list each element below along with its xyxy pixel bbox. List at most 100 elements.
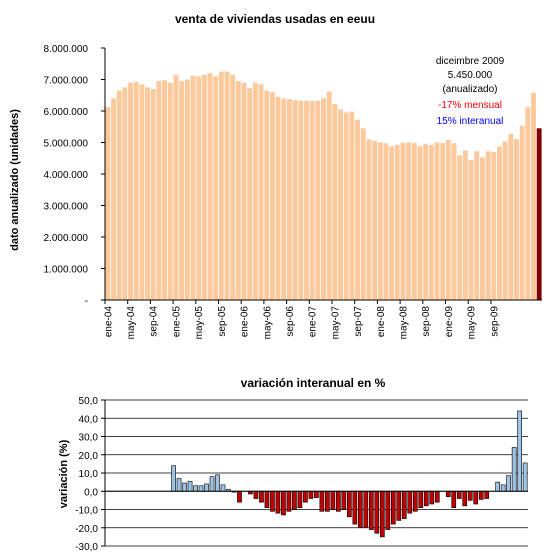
chart1-bar bbox=[201, 74, 207, 301]
chart1-bar bbox=[111, 98, 116, 301]
chart2-bar bbox=[506, 475, 512, 492]
chart2-bar bbox=[401, 490, 407, 519]
chart1-bar bbox=[349, 111, 355, 300]
chart1-bar bbox=[451, 143, 457, 300]
chart2-bar bbox=[500, 484, 506, 492]
chart1-bar bbox=[116, 90, 122, 301]
chart1-bar bbox=[372, 140, 378, 300]
chart1-bar bbox=[235, 81, 241, 300]
chart1-bar bbox=[230, 74, 236, 301]
chart1-x-tick-label: sep-09 bbox=[489, 306, 500, 337]
chart2-bar bbox=[467, 490, 473, 501]
chart1-bar bbox=[440, 143, 446, 300]
annotation-monthly: -17% mensual bbox=[438, 100, 502, 111]
chart2-bar bbox=[171, 465, 176, 492]
chart1-y-tick-label: 8.000.000 bbox=[44, 44, 89, 55]
chart1-bar bbox=[366, 139, 372, 300]
chart1-bar bbox=[128, 82, 133, 301]
chart1-bar bbox=[394, 144, 400, 300]
chart2-bar bbox=[434, 490, 440, 503]
chart2-bar bbox=[209, 476, 215, 492]
chart1-bar bbox=[133, 82, 139, 301]
chart1-x-tick-label: sep-05 bbox=[217, 306, 228, 337]
chart2-bar bbox=[297, 490, 303, 508]
chart1-x-tick-label: ene-08 bbox=[376, 306, 387, 338]
chart1-bar bbox=[468, 159, 474, 300]
chart2-bar bbox=[396, 490, 402, 521]
chart2-axes bbox=[101, 399, 528, 547]
chart2-bar bbox=[390, 490, 396, 525]
chart1-bar bbox=[326, 91, 332, 300]
chart1-bar bbox=[343, 112, 349, 300]
chart2-y-tick-label: 0,0 bbox=[84, 487, 98, 498]
chart1-bar bbox=[213, 76, 219, 300]
chart2-bar bbox=[187, 480, 193, 492]
chart1-bar bbox=[411, 143, 417, 300]
chart2-bar bbox=[275, 490, 281, 514]
chart1-x-tick-label: may-07 bbox=[330, 306, 341, 340]
chart1-bar bbox=[304, 100, 309, 300]
chart2-bar bbox=[418, 490, 424, 508]
chart2-bar bbox=[215, 474, 220, 492]
chart1-x-tick-label: may-05 bbox=[194, 306, 205, 340]
chart2-y-tick-label: 10,0 bbox=[79, 469, 99, 480]
chart1-bar bbox=[190, 75, 196, 300]
chart1-bar bbox=[218, 71, 224, 301]
chart1-bar bbox=[497, 146, 502, 300]
chart1-x-tick-label: ene-07 bbox=[308, 306, 319, 338]
chart2-bar bbox=[319, 490, 325, 512]
chart2-bar bbox=[198, 485, 204, 492]
chart1-bar bbox=[252, 82, 258, 301]
chart1-bar bbox=[173, 74, 179, 301]
chart2-bar bbox=[176, 478, 182, 492]
chart1-y-tick-label: 4.000.000 bbox=[44, 170, 89, 181]
chart1-x-tick-label: ene-04 bbox=[103, 306, 114, 338]
chart1-bar bbox=[536, 128, 542, 300]
chart1-y-tick-label: 6.000.000 bbox=[44, 107, 89, 118]
chart1-bar bbox=[264, 90, 270, 301]
chart1-bar bbox=[269, 92, 275, 300]
chart2-bar bbox=[314, 490, 319, 498]
chart1-bar bbox=[281, 98, 287, 301]
chart2-bar bbox=[445, 490, 451, 498]
chart1-bar bbox=[360, 128, 366, 300]
chart2-bar bbox=[204, 483, 209, 492]
chart1-bar bbox=[315, 100, 321, 300]
chart1-bar bbox=[156, 81, 162, 300]
chart2-y-tick-label: 30,0 bbox=[79, 433, 99, 444]
chart1-bar bbox=[445, 139, 451, 300]
chart2-bar bbox=[270, 490, 275, 512]
chart1-bar bbox=[383, 143, 389, 300]
chart2-bar bbox=[325, 490, 330, 512]
chart1-bar bbox=[122, 87, 128, 301]
chart1-bar bbox=[355, 119, 360, 300]
chart2-bar bbox=[182, 482, 187, 492]
chart1-bar bbox=[258, 84, 264, 300]
chart1-x-tick-label: sep-04 bbox=[149, 306, 160, 337]
chart2-bar bbox=[303, 490, 308, 503]
chart1-x-tick-label: may-06 bbox=[262, 306, 273, 340]
chart2-bar bbox=[451, 490, 457, 508]
chart2-bar bbox=[484, 490, 490, 499]
chart1-bar bbox=[417, 146, 423, 300]
chart2-y-ticks: -30,0 -20,0 -10,0 0,0 10,0 20,0 30,0 40,0 50,0 bbox=[75, 396, 98, 553]
chart1-x-tick-label: ene-09 bbox=[444, 306, 455, 338]
chart1-bar bbox=[309, 101, 315, 301]
chart2-y-tick-label: -10,0 bbox=[75, 506, 98, 517]
chart2-y-tick-label: -30,0 bbox=[75, 542, 98, 553]
chart1-bar bbox=[338, 109, 343, 301]
chart2-y-tick-label: 20,0 bbox=[79, 451, 99, 462]
chart1-bar bbox=[196, 76, 202, 300]
chart1-y-tick-label: 1.000.000 bbox=[44, 265, 89, 276]
chart2-bar bbox=[330, 490, 336, 510]
chart1-x-ticks: ene-04 may-04 sep-04 ene-05 may-05 sep-05 ene-… bbox=[103, 306, 500, 340]
chart1-bar bbox=[332, 103, 338, 300]
chart2-bar bbox=[281, 490, 286, 516]
chart1-bar bbox=[145, 87, 151, 301]
chart2-bar bbox=[495, 481, 501, 492]
chart1-bar bbox=[139, 84, 145, 300]
chart1-bar bbox=[531, 92, 536, 300]
annotation-value: 5.450.000 bbox=[448, 70, 493, 81]
chart1-bar bbox=[105, 107, 111, 300]
